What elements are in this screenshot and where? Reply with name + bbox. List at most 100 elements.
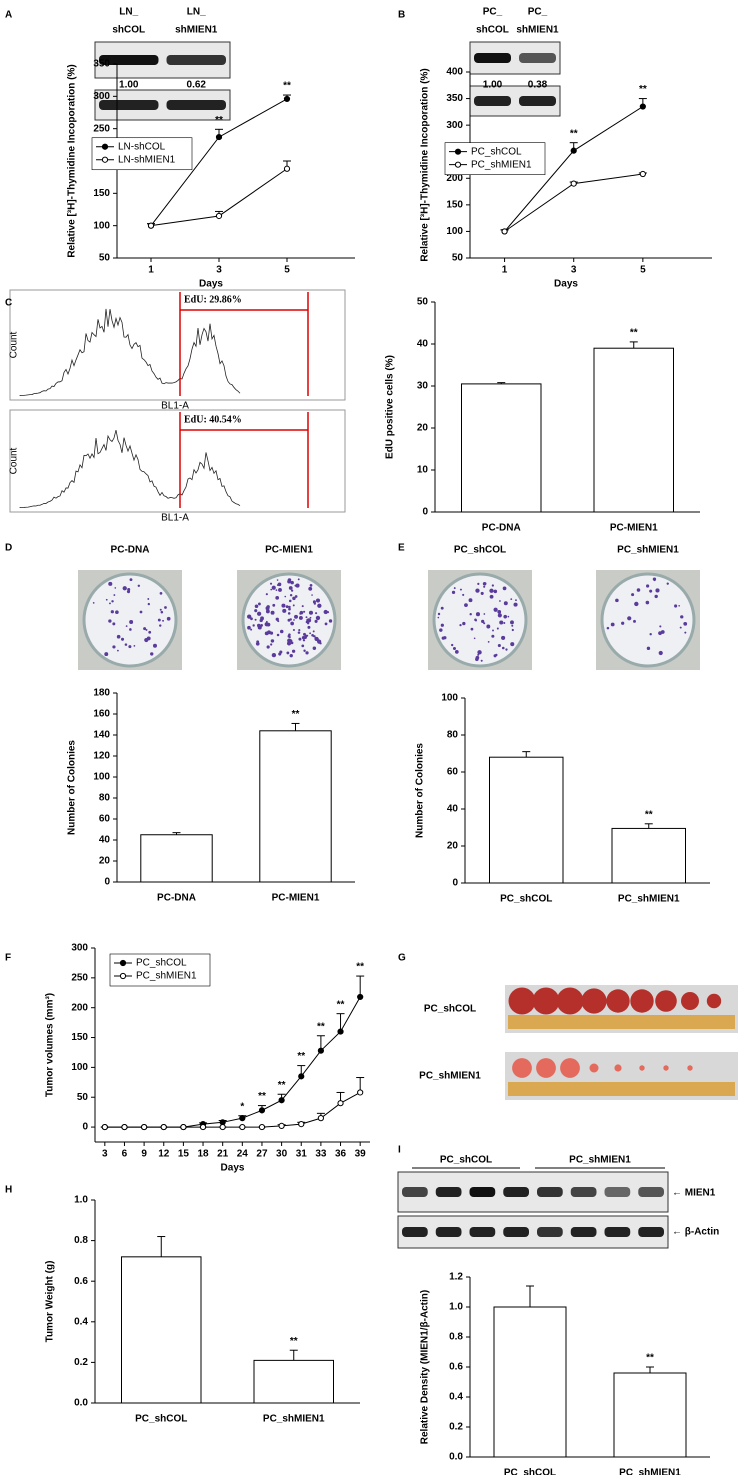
legend-box <box>444 142 546 175</box>
colony <box>513 602 518 607</box>
colony <box>615 598 619 603</box>
colony <box>266 645 270 649</box>
annotation: ** <box>278 1080 286 1091</box>
y-tick-label: 40 <box>447 804 459 815</box>
colony <box>287 634 291 638</box>
marker <box>239 1115 246 1122</box>
bar <box>489 756 564 884</box>
colony <box>289 653 293 658</box>
colony <box>489 594 494 599</box>
band-label: ← β-Actin <box>672 1227 719 1238</box>
colony <box>289 618 292 621</box>
y-tick-label: 250 <box>71 972 88 983</box>
colony <box>255 641 260 646</box>
colony <box>290 580 294 585</box>
colony <box>286 641 292 646</box>
colony <box>144 637 149 643</box>
legend-marker <box>119 972 127 980</box>
lane-label: shCOL <box>476 25 509 36</box>
colony <box>653 579 656 582</box>
colony <box>486 624 491 629</box>
x-tick-label: 1 <box>148 265 154 276</box>
colony <box>272 603 276 607</box>
colony <box>315 615 321 621</box>
x-tick-label: 21 <box>217 1149 229 1160</box>
colony <box>459 624 462 627</box>
x-tick-label: 3 <box>216 265 222 276</box>
x-tick-label: 3 <box>571 265 577 276</box>
marker <box>298 1120 305 1128</box>
tumor <box>581 988 607 1014</box>
x-tick-label: 33 <box>315 1149 327 1160</box>
annotation: ** <box>645 809 653 820</box>
marker <box>639 103 646 110</box>
colony <box>503 622 506 625</box>
colony <box>288 599 292 603</box>
colony <box>269 631 274 635</box>
colony <box>288 607 291 611</box>
colony <box>511 628 514 632</box>
legend-label: PC_shCOL <box>136 958 187 969</box>
colony <box>312 646 317 650</box>
tumor <box>639 1065 645 1071</box>
marker <box>141 1123 148 1131</box>
row-label: PC_shMIEN1 <box>419 1071 481 1082</box>
colony <box>278 587 282 592</box>
colony <box>254 604 259 609</box>
marker <box>278 1122 285 1129</box>
tumor <box>687 1065 693 1071</box>
panel-letter: B <box>398 10 405 21</box>
x-tick-label: PC_shMIEN1 <box>619 1468 681 1475</box>
marker <box>337 1100 344 1107</box>
colony <box>112 645 116 649</box>
colony <box>299 610 304 615</box>
colony <box>510 642 515 647</box>
tumor <box>630 989 654 1013</box>
plate <box>600 572 696 668</box>
colony <box>276 579 279 581</box>
colony <box>271 652 277 658</box>
colony <box>491 584 494 587</box>
colony <box>265 606 270 611</box>
lane-label: shCOL <box>112 25 145 36</box>
lane-label: shMIEN1 <box>175 25 218 36</box>
colony <box>288 586 293 590</box>
legend-label: LN-shMIEN1 <box>118 154 176 165</box>
colony <box>288 605 291 609</box>
annotation: ** <box>317 1021 325 1032</box>
colony <box>152 643 157 648</box>
colony <box>666 582 669 585</box>
colony <box>309 616 312 619</box>
blot-band <box>537 1227 563 1237</box>
x-tick-label: 30 <box>276 1149 288 1160</box>
lane-label: LN_ <box>119 7 138 18</box>
colony <box>143 627 147 631</box>
colony <box>250 628 253 631</box>
annotation: ** <box>290 1336 298 1347</box>
panel-letter: A <box>5 10 12 21</box>
x-tick-label: 31 <box>296 1149 308 1160</box>
y-tick-label: 120 <box>93 751 110 762</box>
legend-marker <box>119 959 127 967</box>
colony <box>475 588 480 593</box>
colony <box>282 608 287 613</box>
x-tick-label: PC-MIEN1 <box>610 523 658 534</box>
y-tick-label: 40 <box>417 339 429 350</box>
plate-label: PC-MIEN1 <box>265 545 313 556</box>
marker <box>215 212 223 220</box>
colony <box>137 584 141 587</box>
colony <box>475 657 479 662</box>
colony <box>503 601 508 606</box>
blot-band <box>402 1187 428 1197</box>
colony <box>290 621 295 626</box>
colony <box>452 647 456 651</box>
y-axis-label: Number of Colonies <box>415 743 426 838</box>
colony <box>276 633 280 637</box>
colony <box>496 627 499 630</box>
y-tick-label: 150 <box>71 1032 88 1043</box>
colony <box>462 593 465 596</box>
lane-label: LN_ <box>187 7 206 18</box>
colony <box>298 629 301 632</box>
colony <box>145 628 148 631</box>
colony <box>480 591 484 595</box>
